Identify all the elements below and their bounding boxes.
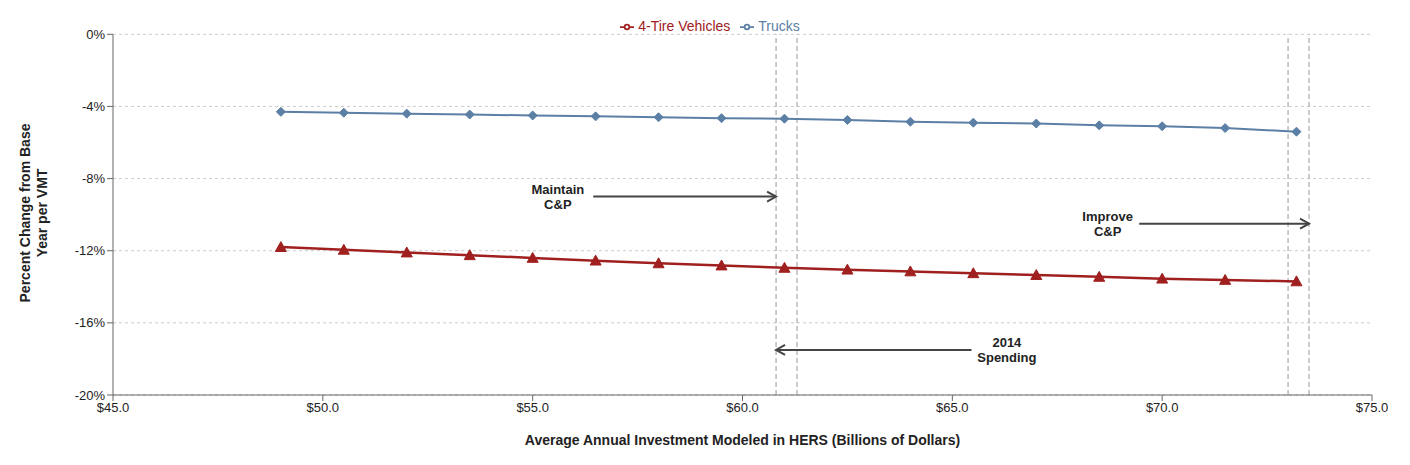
html-text:4-Tire Vehicles: 4-Tire Vehicles <box>638 18 731 34</box>
html-text:Percent Change from Base Year: Percent Change from Base Year per VMT <box>17 123 50 303</box>
svg-text:0%: 0% <box>86 27 105 42</box>
svg-text:-16%: -16% <box>75 315 106 330</box>
svg-text:$75.0: $75.0 <box>1356 400 1389 415</box>
html-text:Trucks: Trucks <box>758 18 800 34</box>
svg-text:-8%: -8% <box>82 171 106 186</box>
svg-text:$60.0: $60.0 <box>726 400 759 415</box>
svg-text:2014Spending: 2014Spending <box>977 335 1036 365</box>
svg-text:$45.0: $45.0 <box>96 400 130 416</box>
svg-text:-20%: -20% <box>75 388 106 403</box>
svg-text:MaintainC&P: MaintainC&P <box>531 182 584 212</box>
svg-text:$70.0: $70.0 <box>1146 400 1179 415</box>
svg-text:Average Annual Investment Mode: Average Annual Investment Modeled in HER… <box>525 432 960 448</box>
svg-text:$65.0: $65.0 <box>936 400 969 415</box>
svg-text:ImproveC&P: ImproveC&P <box>1082 209 1133 239</box>
svg-text:$55.0: $55.0 <box>516 400 549 415</box>
svg-text:-12%: -12% <box>75 243 106 258</box>
svg-text:-4%: -4% <box>82 99 106 114</box>
svg-text:$50.0: $50.0 <box>307 400 340 415</box>
